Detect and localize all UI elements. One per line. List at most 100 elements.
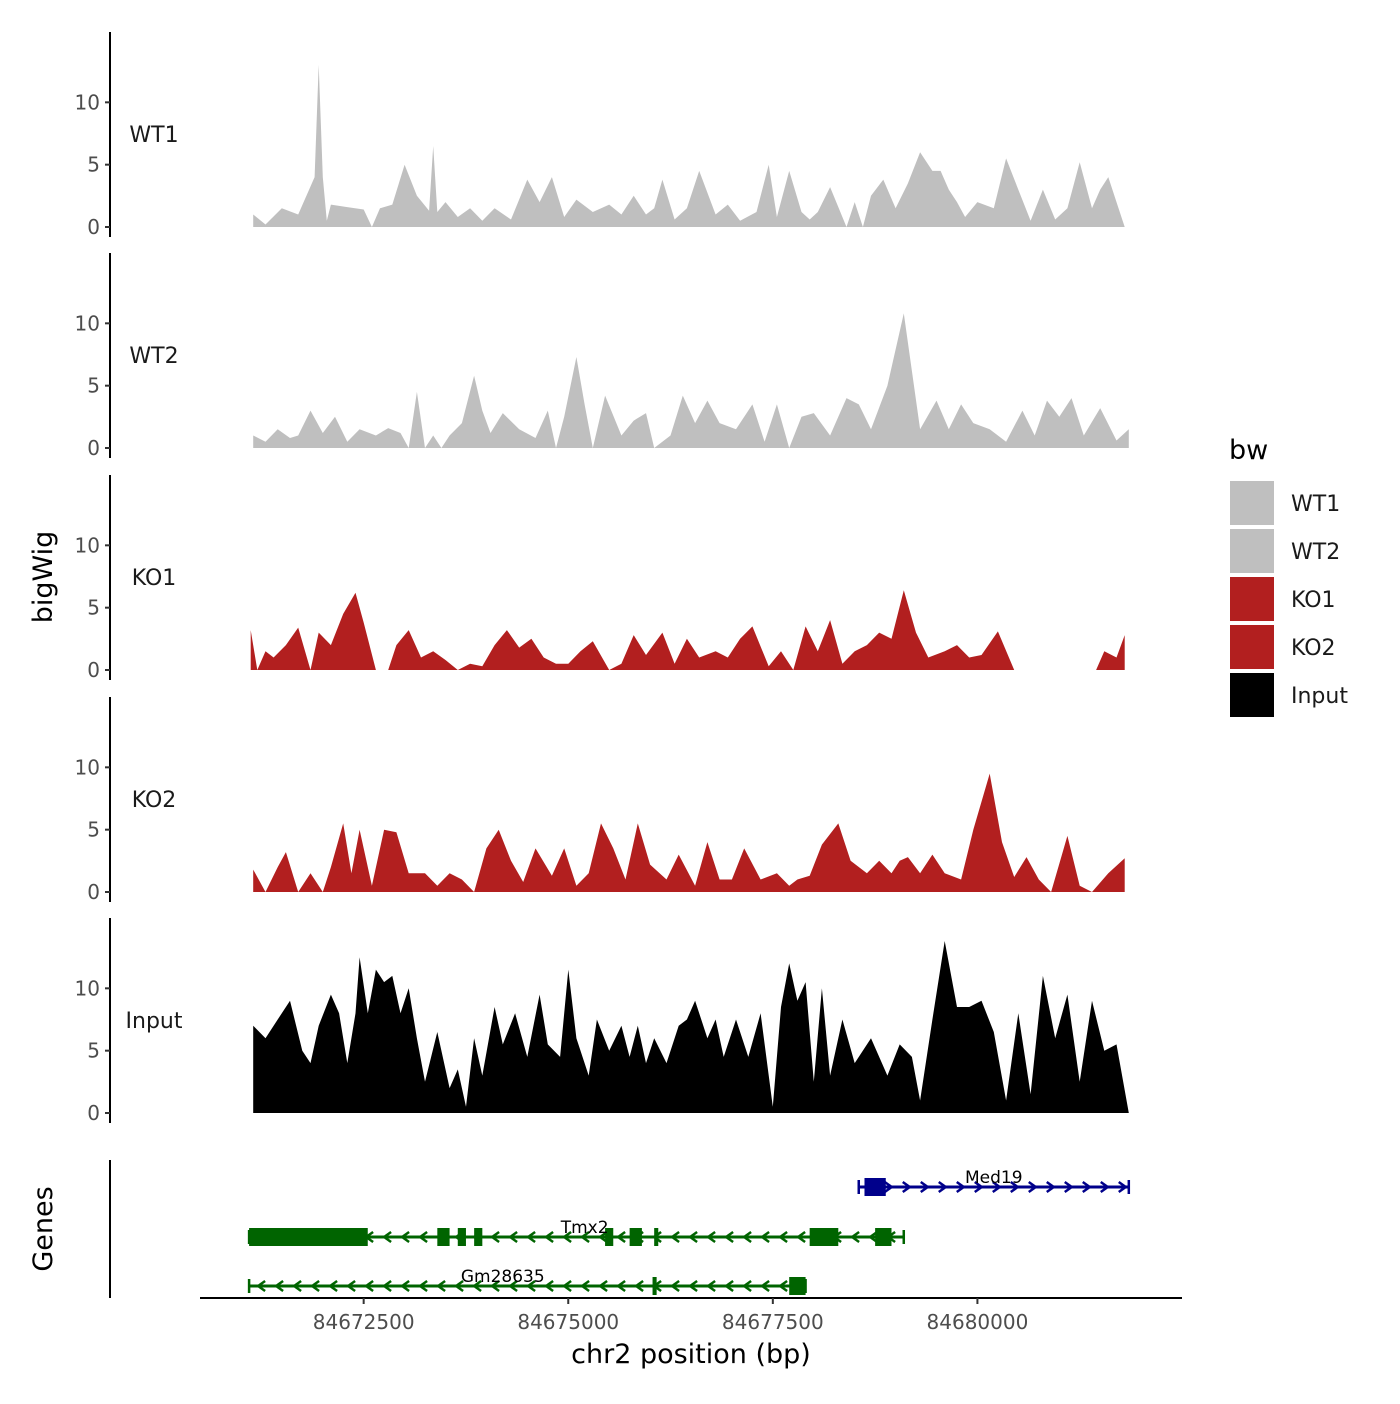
y-tick-label: 0 [87, 880, 100, 904]
strand-arrow [561, 1230, 572, 1244]
track-ko1: 0 5 10 KO1 [75, 475, 1125, 682]
strand-arrow [956, 1180, 966, 1194]
y-tick-label: 5 [87, 1039, 100, 1063]
track-input: 0 5 10 Input [75, 918, 1129, 1125]
strand-arrow [507, 1279, 518, 1293]
gene-label-tmx2: Tmx2 [560, 1218, 609, 1238]
legend-label: WT2 [1291, 540, 1340, 565]
gene-label-gm28635: Gm28635 [461, 1267, 545, 1287]
strand-arrow [1064, 1180, 1074, 1194]
strand-arrow [615, 1230, 626, 1244]
strand-arrow [381, 1230, 392, 1244]
strand-arrow [399, 1230, 410, 1244]
gene-gm28635: Gm28635 [247, 1267, 807, 1295]
strand-arrow [525, 1279, 536, 1293]
strand-arrow [902, 1180, 912, 1194]
y-tick-label: 5 [87, 374, 100, 398]
track-label-wt1: WT1 [129, 123, 178, 148]
strand-arrow [884, 1180, 894, 1194]
y-tick-label: 0 [87, 436, 100, 460]
exon [249, 1228, 368, 1246]
legend-label: WT1 [1291, 492, 1340, 517]
legend-entry-ko2: KO2 [1230, 625, 1336, 669]
x-tick-label: 84675000 [517, 1310, 619, 1334]
genes-panel: Med19 Tmx2 Gm28635 [109, 1160, 1131, 1298]
strand-arrow [291, 1279, 302, 1293]
track-label-wt2: WT2 [129, 344, 178, 369]
track-label-ko2: KO2 [132, 788, 177, 813]
y-tick-label: 5 [87, 818, 100, 842]
strand-arrow [327, 1279, 338, 1293]
strand-arrow [525, 1230, 536, 1244]
strand-arrow [1118, 1180, 1128, 1194]
y-tick-label: 10 [75, 90, 100, 114]
legend: bw WT1 WT2 KO1 KO2 Input [1229, 435, 1348, 717]
genes-axis-title: Genes [28, 1186, 59, 1271]
strand-arrow [1046, 1180, 1056, 1194]
y-tick-label: 5 [87, 153, 100, 177]
legend-entry-wt2: WT2 [1230, 529, 1340, 573]
area-wt2 [253, 313, 1129, 448]
legend-swatch [1230, 673, 1274, 717]
exon [437, 1228, 450, 1246]
strand-arrow [741, 1279, 752, 1293]
strand-arrow [471, 1279, 482, 1293]
legend-entry-wt1: WT1 [1230, 481, 1340, 525]
strand-arrow [938, 1180, 948, 1194]
strand-arrow [759, 1279, 770, 1293]
strand-arrow [992, 1180, 1002, 1194]
y-tick-label: 0 [87, 215, 100, 239]
legend-label: Input [1291, 684, 1348, 709]
strand-arrow [417, 1230, 428, 1244]
gene-label-med19: Med19 [965, 1168, 1023, 1188]
strand-arrow [974, 1180, 984, 1194]
gene-tmx2: Tmx2 [247, 1218, 906, 1246]
area-input [253, 941, 1129, 1113]
exon [654, 1228, 659, 1246]
exon [457, 1228, 466, 1246]
strand-arrow [489, 1279, 500, 1293]
strand-arrow [579, 1279, 590, 1293]
strand-arrow [633, 1279, 644, 1293]
strand-arrow [417, 1279, 428, 1293]
strand-arrow [651, 1230, 662, 1244]
exon [652, 1277, 657, 1295]
exon [605, 1228, 614, 1246]
strand-arrow [1010, 1180, 1020, 1194]
legend-swatch [1230, 577, 1274, 621]
track-wt2: 0 5 10 WT2 [75, 253, 1129, 460]
strand-arrow [489, 1230, 500, 1244]
exon [474, 1228, 483, 1246]
strand-arrow [1100, 1180, 1110, 1194]
strand-arrow [363, 1279, 374, 1293]
legend-swatch [1230, 625, 1274, 669]
strand-arrow [543, 1279, 554, 1293]
strand-arrow [507, 1230, 518, 1244]
track-wt1: 0 5 10 WT1 [75, 32, 1125, 239]
strand-arrow [723, 1279, 734, 1293]
strand-arrow [345, 1279, 356, 1293]
area-ko1 [250, 590, 1125, 670]
area-ko2 [253, 773, 1125, 892]
legend-swatch [1230, 529, 1274, 573]
x-axis-title: chr2 position (bp) [571, 1339, 811, 1370]
strand-arrow [381, 1279, 392, 1293]
legend-title: bw [1229, 435, 1268, 466]
y-tick-label: 10 [75, 311, 100, 335]
strand-arrow [687, 1230, 698, 1244]
strand-arrow [435, 1279, 446, 1293]
y-axis-title: bigWig [28, 531, 59, 624]
strand-arrow [920, 1180, 930, 1194]
y-tick-label: 0 [87, 658, 100, 682]
legend-swatch [1230, 481, 1274, 525]
strand-arrow [597, 1279, 608, 1293]
area-wt1 [253, 64, 1125, 228]
legend-label: KO1 [1291, 588, 1336, 613]
x-tick-label: 84672500 [313, 1310, 415, 1334]
strand-arrow [309, 1279, 320, 1293]
legend-entry-ko1: KO1 [1230, 577, 1336, 621]
y-tick-label: 10 [75, 976, 100, 1000]
strand-arrow [705, 1279, 716, 1293]
strand-arrow [777, 1230, 788, 1244]
